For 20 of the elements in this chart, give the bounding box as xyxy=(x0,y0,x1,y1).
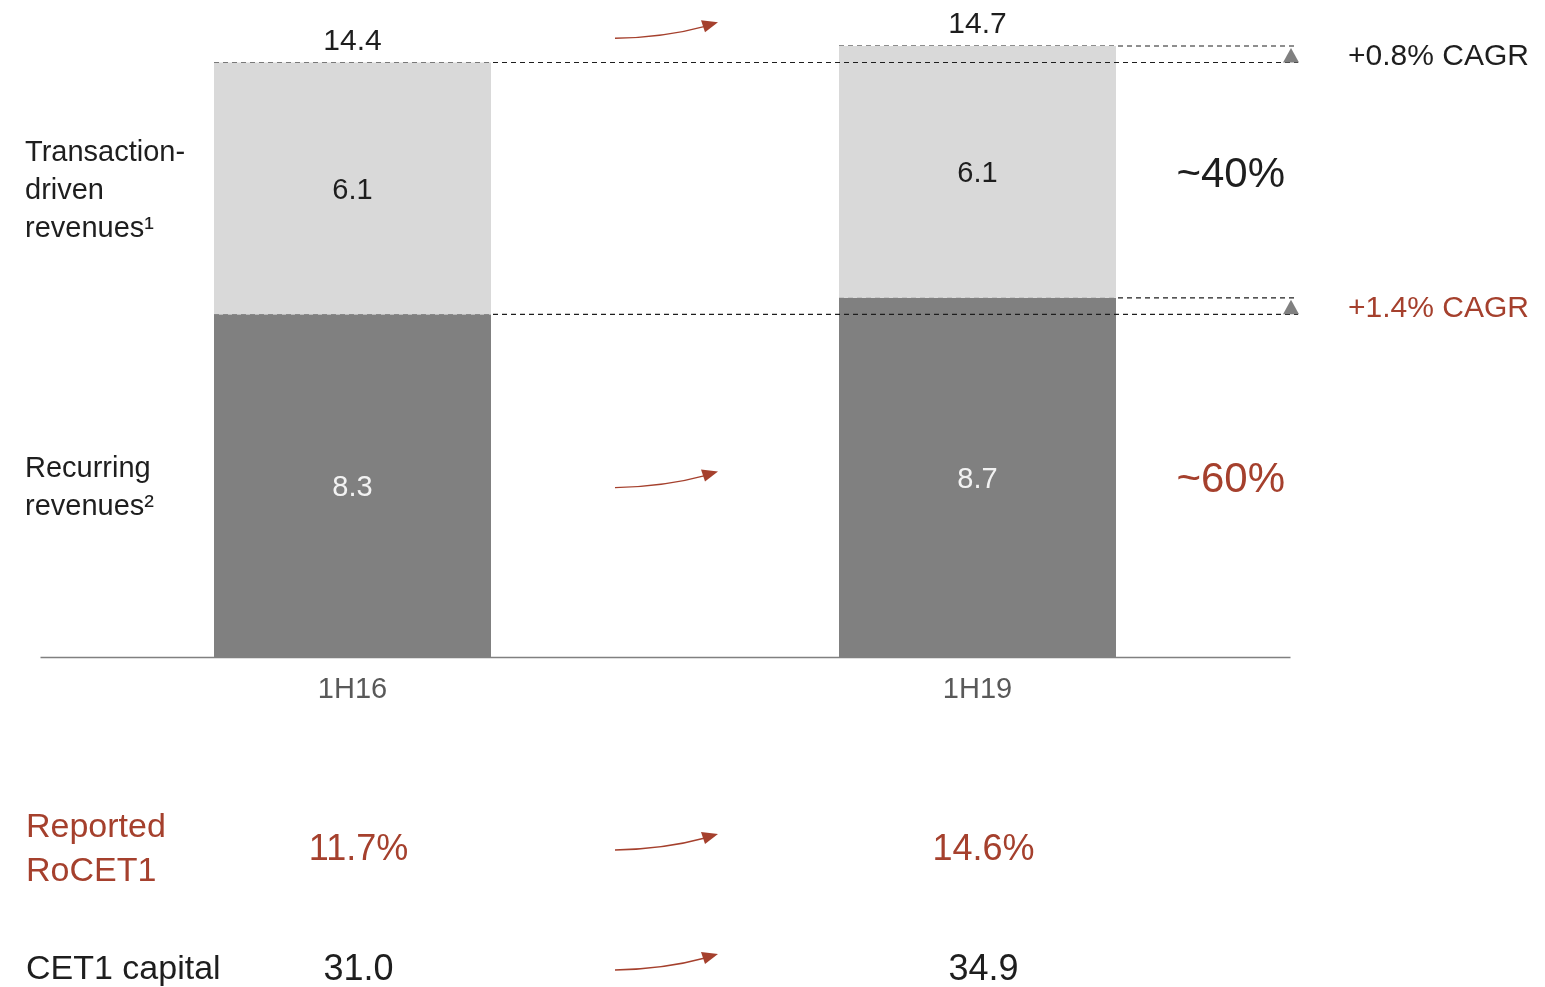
data-label: 8.7 xyxy=(957,461,998,494)
text: Reported RoCET1 xyxy=(26,805,166,888)
data-label: 6.1 xyxy=(957,156,998,189)
text: CET1 capital xyxy=(26,947,221,986)
text: 34.9 xyxy=(948,946,1019,987)
annotation: ~60% xyxy=(1176,454,1285,502)
data-label: 6.1 xyxy=(332,172,373,205)
text: +1.4% CAGR xyxy=(1348,289,1529,323)
annotation: ~40% xyxy=(1176,148,1285,196)
series-label: Transaction-driven revenues¹ xyxy=(25,134,186,243)
total-label: 14.4 xyxy=(323,22,382,56)
x-tick-label: 1H16 xyxy=(317,672,388,705)
text: +0.8% CAGR xyxy=(1348,37,1529,71)
total-label: 14.7 xyxy=(948,6,1007,39)
text: 14.6% xyxy=(932,826,1035,868)
text: 11.7% xyxy=(308,826,409,868)
data-label: 8.3 xyxy=(332,469,373,502)
text: 31.0 xyxy=(323,946,394,987)
text: Recurring revenues² xyxy=(25,450,155,521)
x-tick-label: 1H19 xyxy=(942,672,1013,705)
